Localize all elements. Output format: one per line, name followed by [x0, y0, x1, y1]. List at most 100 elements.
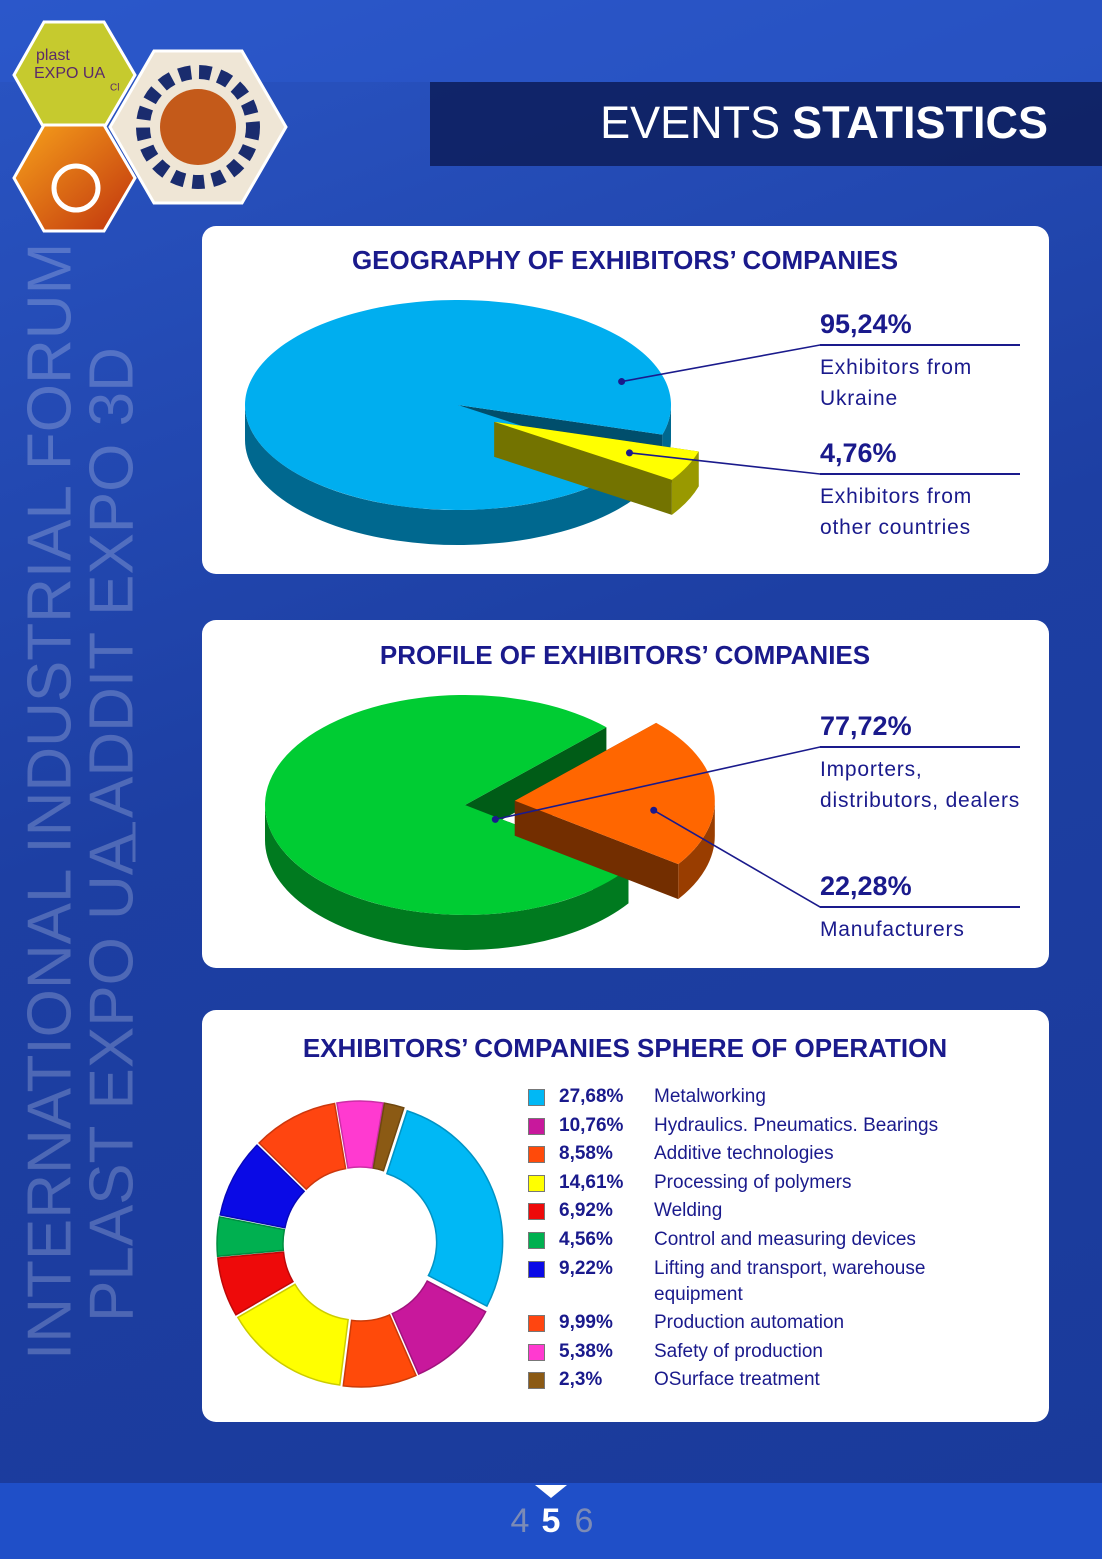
donut-segment	[219, 1144, 306, 1229]
slice-wall	[465, 727, 607, 840]
legend-row: 4,56% Control and measuring devices	[528, 1227, 1028, 1253]
legend-row: 5,38% Safety of production	[528, 1339, 1028, 1365]
legend-swatch	[528, 1372, 545, 1390]
legend-value: 27,68%	[559, 1086, 624, 1107]
legend-value: 14,61%	[559, 1171, 624, 1193]
category-label: Exhibitors from other countries	[820, 485, 973, 539]
pie-slice	[244, 300, 671, 546]
label-block: 77,72% Importers, distributors, dealers	[820, 706, 1025, 816]
title-band	[430, 82, 1102, 166]
leader-dot	[650, 806, 658, 814]
logo-text: plast	[36, 47, 70, 64]
legend-value: 5,38%	[559, 1340, 613, 1362]
legend-row: 2,3% OSurface treatment	[528, 1367, 1028, 1393]
donut-segment	[342, 1313, 417, 1388]
donut-segment	[336, 1100, 385, 1169]
legend-label: Metalworking	[654, 1086, 766, 1107]
value-label: 22,28%	[820, 866, 1020, 908]
value-label: 77,72%	[820, 706, 1020, 748]
legend-swatch	[528, 1174, 545, 1192]
legend-row: 8,58% Additive technologies	[528, 1141, 1028, 1167]
pie-slice	[264, 695, 629, 950]
legend: 27,68% Metalworking 10,76% Hydraulics. Pneu…	[528, 1084, 1028, 1396]
donut-segment	[258, 1102, 347, 1191]
label-block: 22,28% Manufacturers	[820, 866, 1025, 945]
legend-value: 9,22%	[559, 1257, 613, 1279]
category-label: Manufacturers	[820, 918, 965, 941]
donut-segment	[216, 1216, 286, 1258]
value-label: 4,76%	[820, 433, 1020, 475]
page-prev[interactable]: 4	[511, 1502, 530, 1540]
category-label: Importers, distributors, dealers	[820, 758, 1021, 812]
slice-side	[245, 405, 636, 546]
logo-hex	[12, 123, 137, 233]
donut-segment	[216, 1251, 294, 1316]
chart-title: EXHIBITORS’ COMPANIES SPHERE OF OPERATIO…	[303, 1033, 947, 1063]
label-block: 4,76% Exhibitors from other countries	[820, 433, 1025, 543]
page-next[interactable]: 6	[575, 1502, 594, 1540]
legend-row: 9,99% Production automation	[528, 1310, 1028, 1336]
legend-swatch	[528, 1315, 545, 1333]
legend-label: Additive technologies	[654, 1143, 834, 1165]
legend-swatch	[528, 1089, 545, 1106]
logo-text: EXPO UA	[34, 65, 105, 82]
legend-label: Hydraulics. Pneumatics. Bearings	[654, 1114, 939, 1136]
leader-dot	[618, 378, 626, 386]
title-light: EVENTS	[600, 97, 780, 148]
donut-segment	[391, 1280, 487, 1376]
label-block: 95,24% Exhibitors from Ukraine	[820, 304, 1025, 414]
logo-icon	[51, 163, 101, 213]
side-line: INTERNATIONAL INDUSTRIAL FORUM	[15, 243, 84, 1360]
legend-label: Welding	[654, 1200, 723, 1222]
logo-icon	[160, 89, 236, 165]
donut-segment	[372, 1102, 405, 1172]
legend-swatch	[528, 1260, 545, 1278]
pie-slice	[494, 421, 699, 515]
logo-text: Cl	[110, 83, 119, 94]
side-text: INTERNATIONAL INDUSTRIAL FORUM PLAST EXP…	[15, 243, 146, 1360]
legend-swatch	[528, 1203, 545, 1221]
chart-title: GEOGRAPHY OF EXHIBITORS’ COMPANIES	[352, 245, 898, 275]
legend-value: 8,58%	[559, 1143, 613, 1165]
value-label: 95,24%	[820, 304, 1020, 346]
legend-swatch	[528, 1117, 545, 1135]
page-marker	[535, 1485, 567, 1498]
side-line: PLAST EXPO UA	[77, 833, 146, 1322]
slice-side	[265, 805, 629, 950]
legend-value: 9,99%	[559, 1312, 613, 1334]
legend-row: 6,92% Welding	[528, 1198, 1028, 1224]
leader-dot	[625, 449, 633, 457]
legend-swatch	[528, 1343, 545, 1361]
legend-value: 2,3%	[559, 1369, 603, 1391]
logo-gear	[136, 65, 260, 189]
slice-top	[494, 421, 699, 480]
slice-top	[264, 695, 629, 915]
title-bold: STATISTICS	[792, 97, 1048, 148]
legend-label: Processing of polymers	[654, 1171, 852, 1193]
legend-label: Control and measuring devices	[654, 1228, 916, 1250]
legend-value: 10,76%	[559, 1114, 624, 1136]
donut-segment	[385, 1109, 504, 1308]
slice-wall	[514, 800, 679, 900]
donut-segment	[236, 1283, 349, 1386]
legend-value: 4,56%	[559, 1228, 613, 1250]
category-label: Exhibitors from Ukraine	[820, 356, 973, 410]
legend-value: 6,92%	[559, 1200, 613, 1222]
legend-swatch	[528, 1231, 545, 1249]
legend-row: 10,76% Hydraulics. Pneumatics. Bearings	[528, 1113, 1028, 1139]
legend-label: Production automation	[654, 1312, 845, 1334]
slice-wall	[494, 421, 672, 515]
page-title: EVENTS STATISTICS	[600, 97, 1048, 148]
slice-side	[678, 800, 715, 900]
leader-dot	[491, 815, 499, 823]
legend-label: Lifting and transport, warehouse equipme…	[654, 1257, 926, 1305]
side-line: ADDIT EXPO 3D	[77, 347, 146, 818]
page-current: 5	[542, 1502, 561, 1540]
legend-swatch	[528, 1146, 545, 1164]
legend-label: OSurface treatment	[654, 1369, 820, 1391]
chart-title: PROFILE OF EXHIBITORS’ COMPANIES	[380, 640, 870, 670]
slice-side	[671, 451, 699, 515]
legend-row: 14,61% Processing of polymers	[528, 1170, 1028, 1196]
